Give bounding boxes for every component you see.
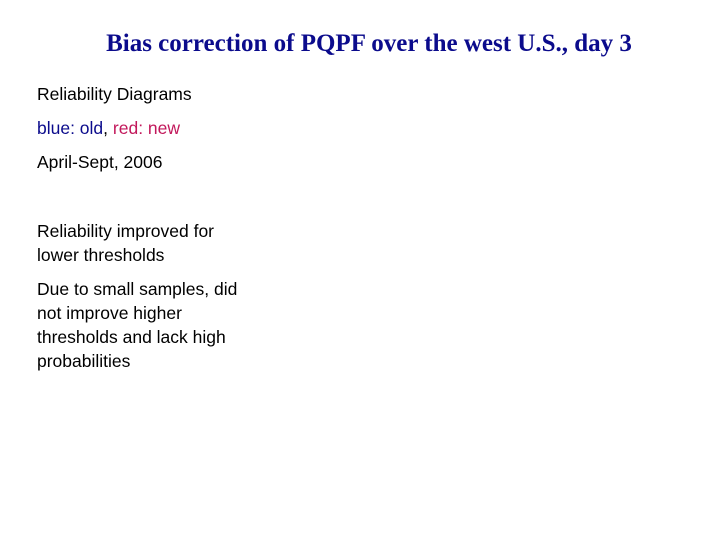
color-legend-text: blue: old, red: new	[37, 116, 252, 140]
legend-blue-old: blue: old	[37, 118, 104, 138]
finding-higher-thresholds: Due to small samples, did not improve hi…	[37, 279, 238, 371]
legend-red-new: red: new	[112, 118, 181, 138]
slide-title: Bias correction of PQPF over the west U.…	[106, 30, 632, 57]
slide-body: Reliability Diagrams blue: old, red: new…	[37, 82, 252, 373]
finding-lower-thresholds: Reliability improved for lower threshold…	[37, 221, 215, 265]
legend-separator: ,	[103, 118, 113, 138]
period-text: April-Sept, 2006	[37, 152, 163, 172]
reliability-diagrams-text: Reliability Diagrams	[37, 84, 192, 104]
